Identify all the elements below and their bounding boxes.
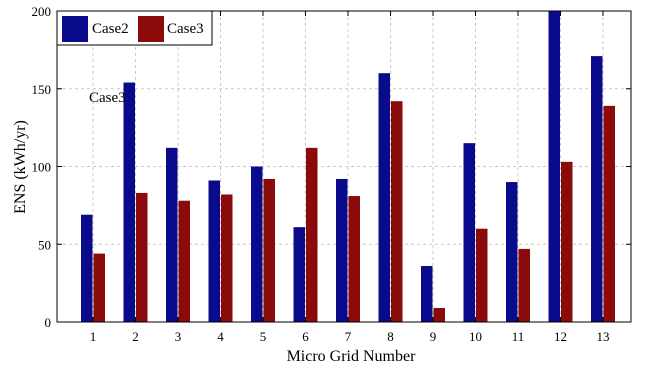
x-tick-label: 13 xyxy=(597,329,610,344)
bar-case2-mg3 xyxy=(166,147,178,322)
bar-case2-mg4 xyxy=(208,180,220,322)
bar-case3-mg1 xyxy=(93,253,105,322)
y-tick-label: 100 xyxy=(32,160,52,175)
x-tick-label: 8 xyxy=(387,329,394,344)
bars-layer xyxy=(81,11,615,322)
bar-case2-mg8 xyxy=(378,73,390,322)
y-tick-label: 0 xyxy=(45,315,52,330)
bar-case3-mg11 xyxy=(518,248,530,322)
legend-swatch-case2 xyxy=(62,16,88,42)
bar-case2-mg10 xyxy=(463,143,475,322)
x-tick-label: 10 xyxy=(469,329,482,344)
y-tick-label: 200 xyxy=(32,4,52,19)
bar-case3-mg3 xyxy=(178,200,190,322)
bar-case3-mg7 xyxy=(348,196,360,322)
bar-case3-mg2 xyxy=(136,192,148,322)
bar-case2-mg2 xyxy=(123,82,135,322)
bar-case3-mg10 xyxy=(476,228,488,322)
bar-case2-mg12 xyxy=(548,11,560,322)
bar-case2-mg5 xyxy=(251,166,263,322)
bar-case3-mg13 xyxy=(603,105,615,322)
x-tick-label: 2 xyxy=(132,329,139,344)
bar-case3-mg12 xyxy=(561,161,573,322)
x-tick-label: 11 xyxy=(512,329,525,344)
legend-label-case3: Case3 xyxy=(167,21,204,37)
x-tick-label: 7 xyxy=(345,329,352,344)
bar-case2-mg11 xyxy=(506,182,518,322)
case3-annotation: Case3 xyxy=(89,90,126,106)
bar-case2-mg9 xyxy=(421,266,433,322)
bar-case3-mg8 xyxy=(391,101,403,322)
x-tick-label: 5 xyxy=(260,329,267,344)
bar-case2-mg13 xyxy=(591,56,603,322)
x-tick-label: 1 xyxy=(90,329,97,344)
bar-case3-mg4 xyxy=(221,194,233,322)
bar-case2-mg6 xyxy=(293,227,305,322)
x-tick-label: 6 xyxy=(302,329,309,344)
bar-case3-mg5 xyxy=(263,178,275,322)
legend-label-case2: Case2 xyxy=(92,21,129,37)
y-tick-label: 50 xyxy=(38,237,51,252)
legend-swatch-case3 xyxy=(138,16,164,42)
legend: Case2 Case3 xyxy=(56,10,213,46)
bar-case3-mg9 xyxy=(433,308,445,322)
bar-case2-mg7 xyxy=(336,178,348,322)
x-tick-label: 3 xyxy=(175,329,182,344)
y-tick-label: 150 xyxy=(32,82,52,97)
y-axis-label: ENS (kWh/yr) xyxy=(12,120,29,214)
bar-case3-mg6 xyxy=(306,147,318,322)
grid-layer xyxy=(57,11,631,322)
x-axis-label: Micro Grid Number xyxy=(287,348,417,365)
x-tick-label: 12 xyxy=(554,329,567,344)
x-tick-label: 4 xyxy=(217,329,224,344)
bar-case2-mg1 xyxy=(81,214,93,322)
x-tick-label: 9 xyxy=(430,329,437,344)
